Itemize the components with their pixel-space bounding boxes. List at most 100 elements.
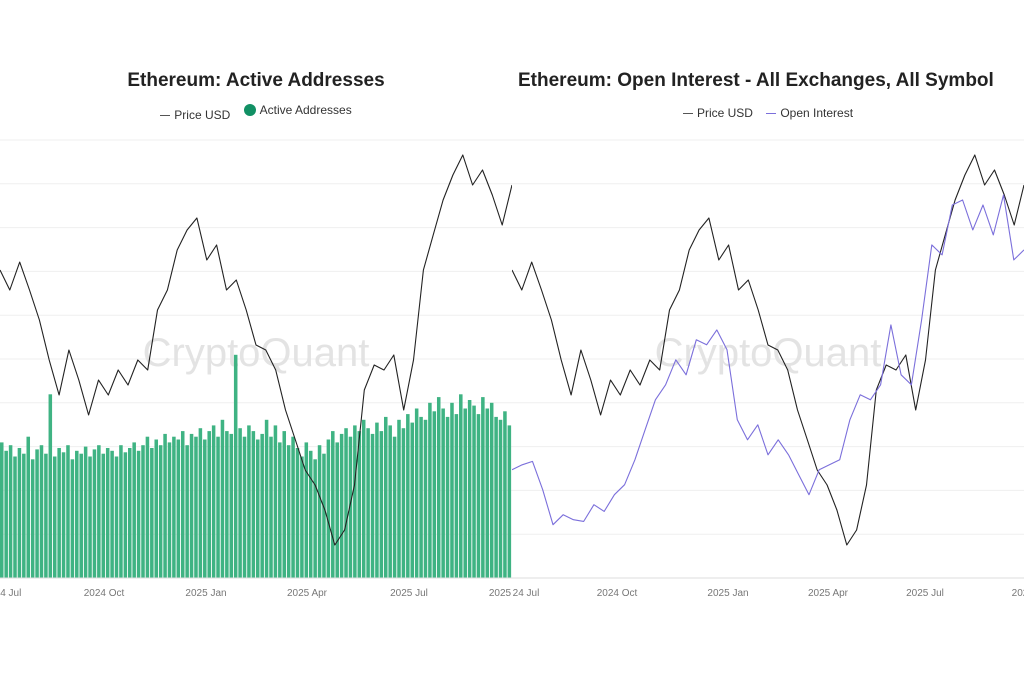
x-tick-label: 2025 Jan bbox=[185, 588, 226, 599]
active-addresses-bar bbox=[211, 425, 216, 578]
active-addresses-bar bbox=[335, 442, 339, 578]
line-marker-icon bbox=[160, 114, 171, 116]
active-addresses-bar bbox=[0, 442, 4, 578]
active-addresses-bar bbox=[286, 445, 291, 578]
active-addresses-bar bbox=[459, 394, 463, 578]
active-addresses-bar bbox=[436, 397, 441, 578]
active-addresses-bar bbox=[370, 433, 375, 578]
active-addresses-bar bbox=[269, 436, 273, 578]
active-addresses-bar bbox=[463, 408, 467, 578]
active-addresses-bar bbox=[88, 456, 92, 578]
active-addresses-bar bbox=[450, 402, 454, 578]
active-addresses-bar bbox=[4, 450, 8, 578]
legend-price[interactable]: Price USD bbox=[682, 106, 753, 121]
active-addresses-bar bbox=[326, 439, 331, 578]
active-addresses-bar bbox=[17, 448, 22, 578]
active-addresses-bar bbox=[225, 431, 229, 578]
active-addresses-bar bbox=[295, 448, 300, 578]
active-addresses-bar bbox=[419, 416, 423, 578]
active-addresses-bar bbox=[70, 459, 75, 578]
active-addresses-bar bbox=[273, 425, 278, 578]
active-addresses-bar bbox=[105, 448, 110, 578]
active-addresses-bar bbox=[110, 450, 114, 578]
x-tick-label: 2024 Oct bbox=[84, 588, 125, 599]
active-addresses-bar bbox=[331, 431, 335, 578]
active-addresses-bar bbox=[503, 411, 507, 578]
active-addresses-bar bbox=[167, 442, 172, 578]
active-addresses-bar bbox=[304, 442, 309, 578]
line-marker-icon bbox=[766, 112, 777, 114]
legend-price[interactable]: Price USD bbox=[160, 108, 230, 122]
active-addresses-bar bbox=[291, 436, 295, 578]
active-addresses-bar bbox=[57, 448, 61, 578]
active-addresses-bar bbox=[66, 445, 70, 578]
active-addresses-bar bbox=[119, 445, 123, 578]
x-tick-label: 2025 Jul bbox=[906, 588, 944, 599]
active-addresses-bar bbox=[445, 416, 450, 578]
active-addresses-bar bbox=[238, 428, 242, 578]
active-addresses-bar bbox=[198, 428, 203, 578]
active-addresses-bar bbox=[264, 419, 269, 578]
active-addresses-bar bbox=[410, 422, 415, 578]
active-addresses-bar bbox=[428, 402, 432, 578]
active-addresses-bar bbox=[485, 408, 490, 578]
active-addresses-bar bbox=[476, 414, 481, 578]
line-marker-icon bbox=[682, 112, 693, 114]
price-line bbox=[512, 154, 1024, 546]
active-addresses-bar bbox=[13, 456, 17, 578]
active-addresses-bar bbox=[308, 450, 313, 578]
active-addresses-bar bbox=[132, 442, 136, 578]
active-addresses-bar bbox=[39, 445, 44, 578]
legend: Price USD Open Interest bbox=[512, 103, 1024, 120]
active-addresses-bar bbox=[353, 425, 357, 578]
active-addresses-bar bbox=[251, 431, 256, 578]
active-addresses-bar bbox=[388, 425, 392, 578]
active-addresses-bar bbox=[256, 439, 260, 578]
active-addresses-bar bbox=[441, 408, 445, 578]
active-addresses-bar bbox=[507, 425, 512, 578]
legend-active-addresses[interactable]: Active Addresses bbox=[243, 103, 352, 117]
legend-label: Open Interest bbox=[780, 106, 854, 121]
active-addresses-bar bbox=[79, 453, 83, 578]
x-tick-label: 2025 Jan bbox=[707, 588, 748, 599]
active-addresses-bar bbox=[22, 453, 26, 578]
active-addresses-bar bbox=[313, 459, 317, 578]
active-addresses-bar bbox=[229, 433, 234, 578]
chart-title: Ethereum: Open Interest - All Exchanges,… bbox=[518, 70, 994, 91]
active-addresses-bar bbox=[128, 448, 132, 578]
active-addresses-bar bbox=[35, 449, 39, 578]
active-addresses-bar bbox=[136, 450, 141, 578]
active-addresses-bar bbox=[61, 452, 66, 578]
active-addresses-bar bbox=[344, 428, 348, 578]
dot-marker-icon bbox=[243, 104, 256, 116]
x-tick-label: 2025 Apr bbox=[287, 588, 328, 599]
active-addresses-bar bbox=[30, 459, 35, 578]
active-addresses-bar bbox=[339, 433, 344, 578]
active-addresses-bar bbox=[375, 422, 379, 578]
active-addresses-bar bbox=[317, 445, 322, 578]
active-addresses-bar bbox=[141, 445, 145, 578]
active-addresses-bar bbox=[498, 419, 503, 578]
active-addresses-bar bbox=[242, 436, 247, 578]
price-line bbox=[0, 154, 512, 546]
active-addresses-bar bbox=[207, 431, 211, 578]
legend-open-interest[interactable]: Open Interest bbox=[766, 106, 853, 120]
x-tick-label: 2025 Apr bbox=[808, 588, 849, 599]
active-addresses-bar bbox=[48, 394, 53, 578]
active-addresses-bar bbox=[379, 431, 384, 578]
active-addresses-bar bbox=[260, 433, 264, 578]
active-addresses-bar bbox=[101, 453, 106, 578]
active-addresses-bar bbox=[472, 405, 476, 578]
active-addresses-bar bbox=[172, 436, 176, 578]
active-addresses-bar bbox=[322, 453, 326, 578]
watermark: CryptoQuant bbox=[143, 331, 370, 375]
active-addresses-bar bbox=[423, 419, 428, 578]
active-addresses-bar bbox=[357, 431, 362, 578]
active-addresses-bar bbox=[220, 419, 225, 578]
active-addresses-bar bbox=[44, 453, 48, 578]
active-addresses-bar bbox=[366, 428, 370, 578]
active-addresses-bar bbox=[494, 416, 498, 578]
active-addresses-bar bbox=[384, 416, 388, 578]
legend-label: Price USD bbox=[696, 106, 753, 121]
active-addresses-bar bbox=[185, 445, 189, 578]
